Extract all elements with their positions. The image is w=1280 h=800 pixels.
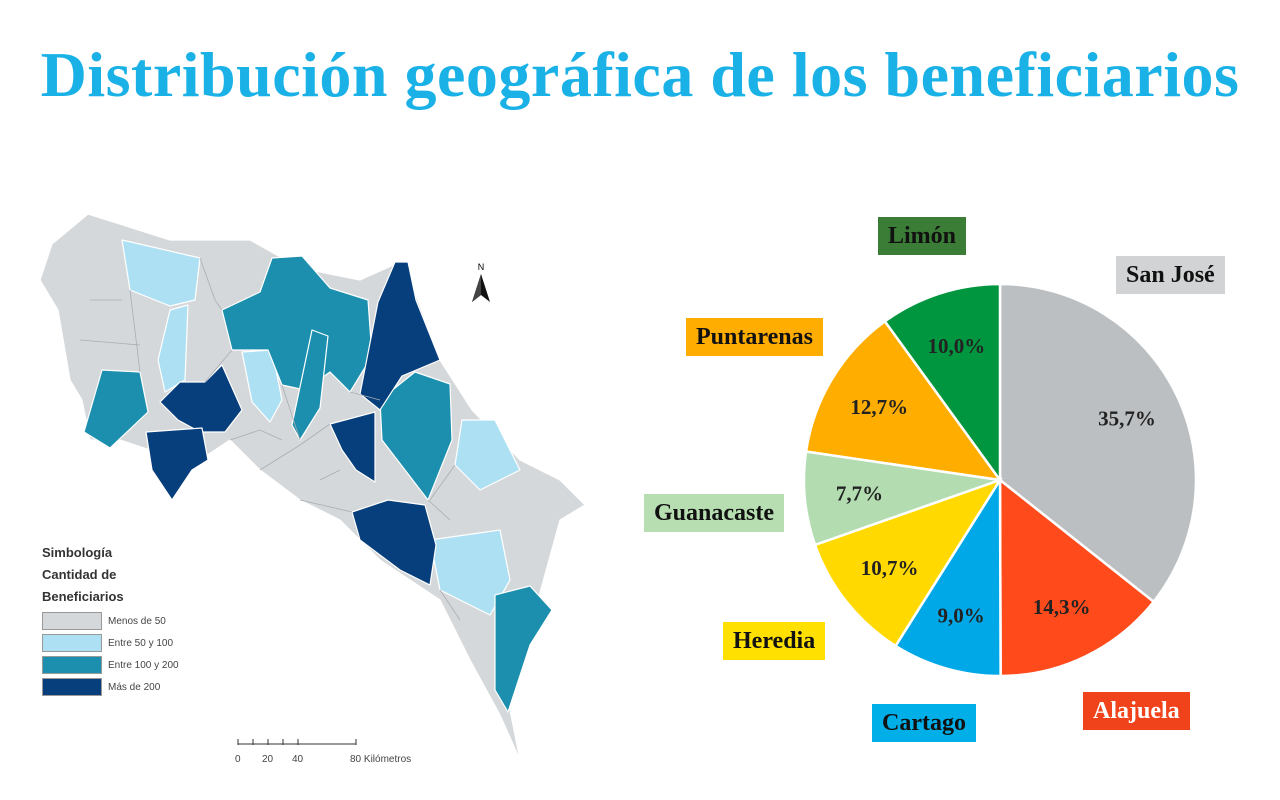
map-region-medium [83,369,149,449]
pie-percent-label: 12,7% [850,395,908,419]
pie-percent-label: 35,7% [1098,407,1156,431]
pie-slice-puntarenas [804,319,1003,482]
legend-item: Entre 100 y 200 [42,656,179,674]
legend-item-label: Menos de 50 [108,615,166,627]
map-region-light [121,239,201,307]
category-label-cartago: Cartago [872,704,976,742]
pie-percent-label: 7,7% [836,481,883,505]
pie-slice-heredia [813,477,1003,648]
map-region-medium [494,585,553,713]
pie-percent-label: 9,0% [937,604,984,628]
pie-percent-label: 10,0% [928,334,986,358]
pie-slice-cartago [893,475,1002,678]
map-region-dark [359,261,441,411]
category-label-alajuela: Alajuela [1083,692,1190,730]
page-title: Distribución geográfica de los beneficia… [40,39,1240,110]
legend-item: Entre 50 y 100 [42,634,179,652]
map-region-medium [379,371,453,501]
pie-percent-label: 10,7% [861,556,919,580]
map-region-medium [221,255,373,393]
north-arrow-icon [472,274,490,302]
category-label-guanacaste: Guanacaste [644,494,784,532]
legend-item: Más de 200 [42,678,179,696]
legend-items: Menos de 50 Entre 50 y 100 Entre 100 y 200… [42,612,179,696]
map-region-dark [145,427,209,501]
scale-bar: 0 20 40 80 Kilómetros [232,738,411,765]
north-label: N [477,262,485,272]
north-arrow: N [470,262,492,304]
legend-item: Menos de 50 [42,612,179,630]
legend-swatch [42,678,102,696]
map-region-light [157,304,189,393]
map-region-medium [291,329,329,441]
map-region-light [454,419,521,491]
map-legend: Simbología Cantidad de Beneficiarios Men… [42,542,179,696]
category-label-limon: Limón [878,217,967,255]
pie-chart: 35,7% 14,3% 9,0% 10,7% 7,7% 12,7% 10,0% [802,282,1198,678]
scale-label-40: 40 [292,754,304,765]
legend-item-label: Entre 100 y 200 [108,659,179,671]
pie-slice-san-jose [998,282,1198,604]
legend-heading-beneficiarios: Beneficiarios [42,589,124,604]
pie-slice-alajuela [998,477,1156,678]
scale-label-80-km: 80 Kilómetros [350,754,412,765]
pie-slice-guanacaste [802,450,1001,547]
category-label-heredia: Heredia [723,622,826,660]
pie-percent-label: 14,3% [1033,595,1091,619]
legend-heading-cantidad: Cantidad de [42,567,117,582]
category-label-puntarenas: Puntarenas [686,318,823,356]
category-label-san-jose: San José [1116,256,1225,294]
costa-rica-map [39,213,586,761]
map-region-dark [159,364,243,433]
map-region-dark [351,499,437,586]
pie-slice-limon [883,282,1002,484]
legend-item-label: Entre 50 y 100 [108,637,174,649]
scale-label-0: 0 [235,754,241,765]
legend-heading-simbologia: Simbología [42,545,113,560]
legend-swatch [42,656,102,674]
scale-bar-graphic [237,739,357,745]
map-region-dark [329,411,376,483]
legend-item-label: Más de 200 [108,681,161,693]
legend-swatch [42,634,102,652]
scale-label-20: 20 [262,754,274,765]
map-district-lines [79,257,461,621]
legend-swatch [42,612,102,630]
